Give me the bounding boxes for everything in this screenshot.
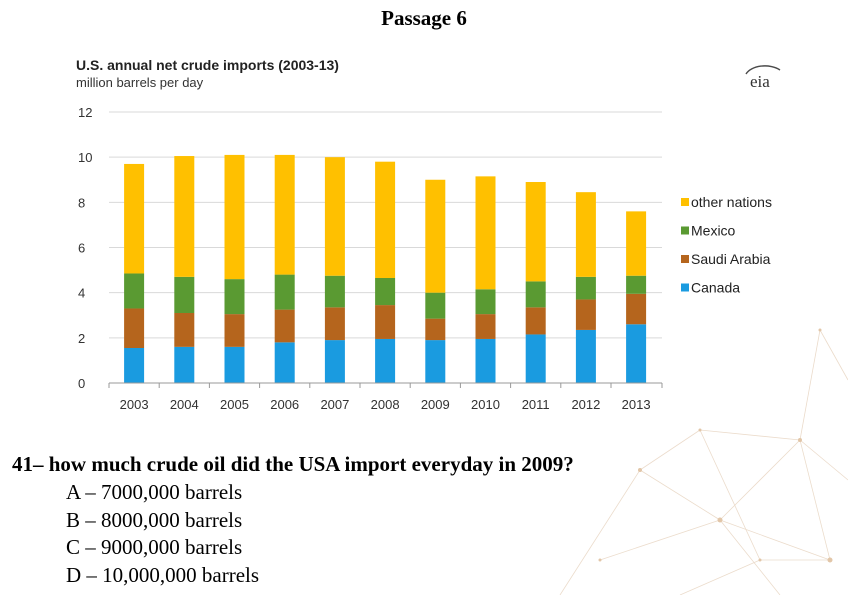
- chart-subtitle: million barrels per day: [76, 75, 204, 90]
- y-tick-label: 0: [78, 376, 85, 391]
- x-tick-label: 2010: [471, 397, 500, 412]
- y-tick-label: 8: [78, 195, 85, 210]
- bar-mexico-2006: [274, 274, 295, 310]
- option-c[interactable]: C – 9000,000 barrels: [66, 535, 243, 559]
- bar-canada-2006: [274, 342, 295, 383]
- bar-other-nations-2013: [626, 211, 647, 276]
- bar-canada-2004: [174, 346, 195, 383]
- bar-mexico-2005: [224, 279, 245, 315]
- legend-swatch: [681, 255, 689, 263]
- question-text: 41– how much crude oil did the USA impor…: [12, 452, 574, 476]
- x-tick-label: 2008: [371, 397, 400, 412]
- bar-saudi-arabia-2003: [124, 308, 145, 348]
- x-tick-label: 2003: [120, 397, 149, 412]
- x-tick-label: 2013: [622, 397, 651, 412]
- option-b[interactable]: B – 8000,000 barrels: [66, 507, 243, 532]
- bar-saudi-arabia-2010: [475, 314, 496, 339]
- bar-canada-2010: [475, 338, 496, 383]
- legend-label: Mexico: [691, 223, 736, 239]
- legend-swatch: [681, 226, 689, 235]
- bar-other-nations-2011: [525, 182, 546, 282]
- stacked-bar-chart: U.S. annual net crude imports (2003-13) …: [76, 57, 781, 412]
- answer-options: A – 7000,000 barrels B – 8000,000 barrel…: [66, 479, 259, 589]
- bar-canada-2012: [575, 329, 596, 383]
- bar-canada-2008: [375, 338, 396, 383]
- bar-saudi-arabia-2007: [324, 307, 345, 341]
- bar-mexico-2007: [324, 275, 345, 308]
- legend-label: Canada: [691, 280, 740, 296]
- bar-mexico-2009: [425, 292, 446, 319]
- bar-canada-2007: [324, 340, 345, 383]
- option-d[interactable]: D – 10,000,000 barrels: [66, 562, 260, 587]
- bar-canada-2009: [425, 340, 446, 383]
- eia-logo: eia: [745, 65, 781, 91]
- y-tick-label: 10: [78, 150, 92, 165]
- bar-mexico-2008: [375, 277, 396, 306]
- y-tick-label: 4: [78, 286, 85, 301]
- x-tick-label: 2006: [270, 397, 299, 412]
- x-tick-label: 2007: [320, 397, 349, 412]
- bar-saudi-arabia-2006: [274, 309, 295, 343]
- chart-title: U.S. annual net crude imports (2003-13): [76, 57, 339, 73]
- bar-saudi-arabia-2008: [375, 305, 396, 339]
- y-tick-label: 12: [78, 105, 92, 120]
- bar-other-nations-2010: [475, 176, 496, 290]
- bar-saudi-arabia-2009: [425, 318, 446, 341]
- bar-mexico-2012: [575, 276, 596, 300]
- bar-canada-2013: [626, 324, 647, 383]
- bar-other-nations-2006: [274, 154, 295, 275]
- bar-mexico-2010: [475, 289, 496, 315]
- bar-saudi-arabia-2005: [224, 314, 245, 347]
- x-tick-label: 2011: [522, 397, 550, 412]
- y-tick-label: 2: [78, 331, 85, 346]
- bar-canada-2005: [224, 346, 245, 383]
- bar-canada-2003: [124, 347, 145, 383]
- bar-other-nations-2007: [324, 157, 345, 276]
- option-a[interactable]: A – 7000,000 barrels: [66, 480, 243, 504]
- bar-other-nations-2008: [375, 161, 396, 278]
- legend-swatch: [681, 283, 689, 292]
- bar-mexico-2013: [626, 275, 647, 294]
- legend-label: Saudi Arabia: [691, 251, 771, 267]
- x-tick-label: 2005: [220, 397, 249, 412]
- passage-title: Passage 6: [381, 6, 467, 30]
- legend-label: other nations: [691, 194, 772, 210]
- bar-other-nations-2004: [174, 156, 195, 277]
- x-tick-label: 2004: [170, 397, 199, 412]
- bar-other-nations-2005: [224, 154, 245, 280]
- bar-mexico-2011: [525, 281, 546, 308]
- legend-swatch: [681, 198, 689, 206]
- eia-logo-text: eia: [750, 72, 770, 91]
- bar-other-nations-2003: [124, 163, 145, 274]
- bar-mexico-2003: [124, 273, 145, 309]
- x-tick-label: 2009: [421, 397, 450, 412]
- bar-canada-2011: [525, 334, 546, 383]
- bar-mexico-2004: [174, 276, 195, 313]
- bar-saudi-arabia-2012: [575, 299, 596, 330]
- bar-saudi-arabia-2013: [626, 293, 647, 325]
- x-tick-label: 2012: [571, 397, 600, 412]
- bar-other-nations-2009: [425, 179, 446, 293]
- bar-other-nations-2012: [575, 192, 596, 277]
- bar-saudi-arabia-2004: [174, 312, 195, 347]
- chart-panel: U.S. annual net crude imports (2003-13) …: [64, 50, 796, 416]
- y-tick-label: 6: [78, 241, 85, 256]
- bar-saudi-arabia-2011: [525, 307, 546, 335]
